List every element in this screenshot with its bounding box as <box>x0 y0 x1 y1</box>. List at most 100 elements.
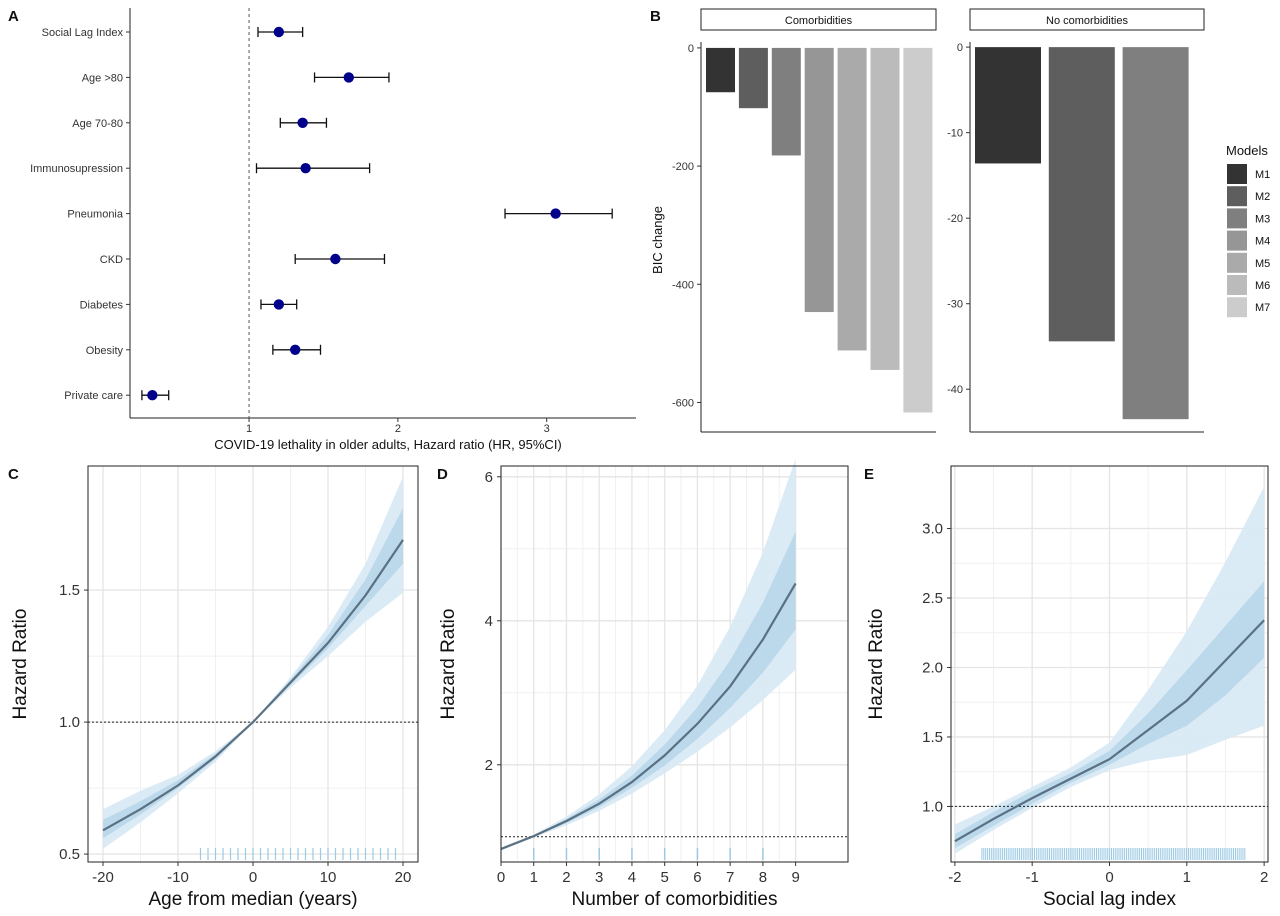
x-tick-label: 0 <box>249 869 257 886</box>
legend-key <box>1227 275 1247 295</box>
comorbidities-hazard-panel: 0 1 2 3 4 5 6 7 8 9 2 4 6 Number of comorbidities Haza… <box>438 458 849 910</box>
x-tick-label: 1 <box>530 869 538 886</box>
y-tick-label: 2.5 <box>922 590 943 607</box>
y-tick-label: 1.0 <box>922 798 943 815</box>
x-axis-title: Social lag index <box>1043 889 1177 910</box>
x-tick-label: 3 <box>544 423 550 435</box>
bar <box>975 47 1041 164</box>
panel-letter-d: D <box>437 466 448 483</box>
ci-ribbon-inner <box>954 581 1265 849</box>
panel-letter-e: E <box>864 466 874 483</box>
y-tick-label: 6 <box>485 469 493 486</box>
y-tick-label: -10 <box>947 128 963 140</box>
bar <box>1048 47 1115 342</box>
row-label: Age 70-80 <box>72 118 123 130</box>
y-tick-label: -400 <box>672 279 694 291</box>
x-tick-label: 0 <box>1105 869 1113 886</box>
x-axis-title: Number of comorbidities <box>572 889 778 910</box>
bar <box>870 47 900 370</box>
y-tick-label: 1.5 <box>59 582 80 599</box>
legend-key <box>1227 186 1247 207</box>
social-lag-hazard-panel: -2 -1 0 1 2 1.0 1.5 2.0 2.5 3.0 Social lag index Ha… <box>866 465 1269 910</box>
row-label: CKD <box>100 254 123 266</box>
bar <box>706 47 735 93</box>
hazard-curve <box>954 619 1265 843</box>
legend-label: M7 <box>1255 302 1270 314</box>
row-label: Obesity <box>86 345 124 357</box>
bar <box>771 47 801 156</box>
y-tick-label: 0 <box>957 42 963 54</box>
y-axis-title: Hazard Ratio <box>438 609 459 720</box>
hr-point <box>343 72 354 83</box>
hr-point <box>550 208 561 219</box>
row-label: Diabetes <box>80 299 124 311</box>
y-tick-label: -200 <box>672 161 694 173</box>
row-label: Age >80 <box>82 72 123 84</box>
legend-label: M6 <box>1255 280 1270 292</box>
x-tick-label: -2 <box>948 869 961 886</box>
hr-point <box>330 253 341 265</box>
y-tick-label: 3.0 <box>922 521 943 538</box>
x-axis-title: Age from median (years) <box>148 889 357 910</box>
hr-point <box>273 26 285 38</box>
legend-label: M3 <box>1255 213 1270 225</box>
hr-point <box>300 163 311 174</box>
plot-frame <box>500 465 849 863</box>
bar <box>903 47 933 413</box>
y-tick-label: 4 <box>485 613 493 630</box>
bar <box>738 47 768 109</box>
x-tick-label: 2 <box>1260 869 1268 886</box>
x-tick-label: -1 <box>1026 869 1039 886</box>
panel-letter-a: A <box>8 8 19 25</box>
y-tick-label: 0.5 <box>59 846 80 863</box>
legend-key <box>1227 208 1247 229</box>
x-tick-label: 20 <box>395 869 412 886</box>
legend-key <box>1227 252 1247 273</box>
x-tick-label: -20 <box>92 869 114 886</box>
x-tick-label: 1 <box>1183 869 1191 886</box>
bar <box>837 47 867 351</box>
y-axis-title: Hazard Ratio <box>866 609 887 720</box>
x-tick-label: 0 <box>497 869 505 886</box>
x-tick-label: 8 <box>759 869 767 886</box>
hr-point <box>297 117 308 128</box>
row-label: Pneumonia <box>67 209 124 221</box>
y-tick-label: -40 <box>947 384 963 396</box>
hazard-curve <box>102 539 404 832</box>
legend-label: M4 <box>1255 236 1270 248</box>
row-label: Social Lag Index <box>42 27 124 39</box>
hr-point <box>147 390 158 401</box>
ci-ribbon-inner <box>501 531 796 850</box>
ci-ribbon-inner <box>103 508 403 839</box>
y-tick-label: 0 <box>688 43 694 55</box>
facet-strip <box>700 8 937 31</box>
x-tick-label: -10 <box>167 869 189 886</box>
age-hazard-panel: -20 -10 0 10 20 0.5 1.0 1.5 Age from median (yea… <box>10 465 419 910</box>
legend-key <box>1227 297 1247 318</box>
x-tick-label: 2 <box>562 869 570 886</box>
facet-title: Comorbidities <box>785 15 853 27</box>
hr-point <box>289 344 301 355</box>
bar <box>804 47 834 313</box>
legend-label: M5 <box>1255 258 1270 270</box>
row-label: Immunosupression <box>30 163 123 175</box>
y-tick-label: -30 <box>947 299 963 311</box>
legend-label: M2 <box>1255 191 1270 203</box>
x-axis-title: COVID-19 lethality in older adults, Haza… <box>214 437 562 452</box>
y-tick-label: 1.0 <box>59 714 80 731</box>
y-axis-title: BIC change <box>650 206 665 274</box>
x-tick-label: 5 <box>661 869 669 886</box>
y-tick-label: 1.5 <box>922 729 943 746</box>
panel-letter-c: C <box>8 466 19 483</box>
y-axis-title: Hazard Ratio <box>10 609 31 720</box>
x-tick-label: 7 <box>726 869 734 886</box>
hr-point <box>273 299 285 310</box>
legend-key <box>1227 230 1247 251</box>
row-label: Private care <box>64 390 123 402</box>
x-tick-label: 1 <box>246 423 252 435</box>
y-tick-label: 2.0 <box>922 659 943 676</box>
facet-strip <box>969 8 1205 31</box>
legend-label: M1 <box>1255 169 1270 181</box>
